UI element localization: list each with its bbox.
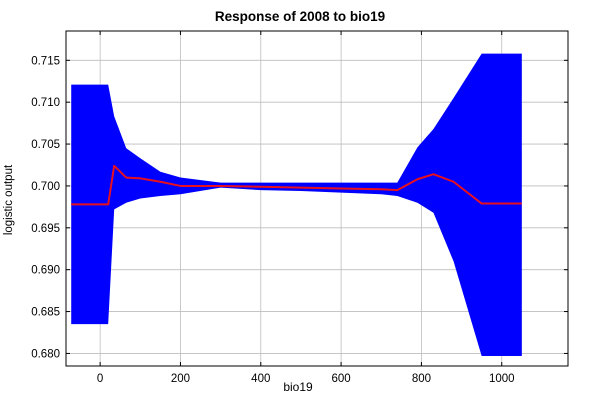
x-tick-label: 200	[171, 373, 190, 385]
plot-frame	[65, 30, 569, 367]
line-layer	[71, 164, 522, 206]
x-tick-label: 0	[97, 373, 103, 385]
y-tick-label: 0.705	[31, 139, 60, 151]
y-tick-label: 0.700	[31, 181, 60, 193]
band-layer	[71, 53, 522, 356]
x-tick-label: 1000	[489, 373, 515, 385]
y-tick-label: 0.710	[31, 97, 60, 109]
y-tick-label: 0.680	[31, 348, 60, 360]
x-tick-label: 400	[251, 373, 270, 385]
y-tick-label: 0.695	[31, 223, 60, 235]
y-tick-label: 0.690	[31, 265, 60, 277]
confidence-band	[71, 53, 522, 356]
axes-layer: 0 200 400 600 800 1000 0.680 0.685 0.690 0.695 0.7…	[31, 30, 569, 385]
x-tick-label: 800	[412, 373, 431, 385]
x-tick-label: 600	[332, 373, 351, 385]
y-tick-label: 0.715	[31, 55, 60, 67]
chart-title: Response of 2008 to bio19	[214, 9, 386, 24]
x-axis-label: bio19	[283, 380, 313, 394]
mean-response-line	[71, 164, 522, 206]
y-tick-label: 0.685	[31, 307, 60, 319]
y-axis-label: logistic output	[3, 164, 15, 236]
